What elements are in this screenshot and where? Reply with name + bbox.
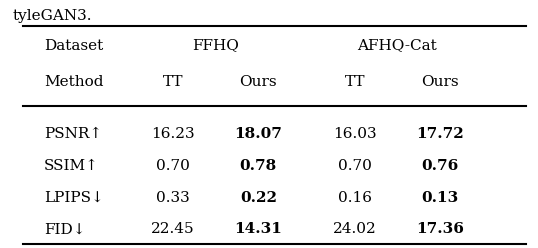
Text: Ours: Ours — [239, 75, 277, 89]
Text: 0.33: 0.33 — [156, 190, 189, 205]
Text: AFHQ-Cat: AFHQ-Cat — [358, 38, 437, 53]
Text: LPIPS↓: LPIPS↓ — [44, 190, 104, 205]
Text: 22.45: 22.45 — [151, 222, 194, 236]
Text: 0.70: 0.70 — [155, 159, 189, 173]
Text: TT: TT — [344, 75, 365, 89]
Text: 24.02: 24.02 — [333, 222, 377, 236]
Text: 0.70: 0.70 — [338, 159, 372, 173]
Text: SSIM↑: SSIM↑ — [44, 159, 99, 173]
Text: 0.76: 0.76 — [422, 159, 459, 173]
Text: FFHQ: FFHQ — [192, 38, 239, 53]
Text: 17.36: 17.36 — [416, 222, 464, 236]
Text: 0.16: 0.16 — [338, 190, 372, 205]
Text: 0.22: 0.22 — [240, 190, 277, 205]
Text: 16.23: 16.23 — [151, 127, 194, 141]
Text: PSNR↑: PSNR↑ — [44, 127, 102, 141]
Text: TT: TT — [162, 75, 183, 89]
Text: 16.03: 16.03 — [333, 127, 377, 141]
Text: 0.78: 0.78 — [239, 159, 277, 173]
Text: Method: Method — [44, 75, 104, 89]
Text: 0.13: 0.13 — [422, 190, 459, 205]
Text: 17.72: 17.72 — [416, 127, 464, 141]
Text: FID↓: FID↓ — [44, 222, 86, 236]
Text: tyleGAN3.: tyleGAN3. — [12, 9, 91, 23]
Text: Ours: Ours — [421, 75, 459, 89]
Text: 14.31: 14.31 — [235, 222, 282, 236]
Text: Dataset: Dataset — [44, 38, 103, 53]
Text: 18.07: 18.07 — [235, 127, 282, 141]
